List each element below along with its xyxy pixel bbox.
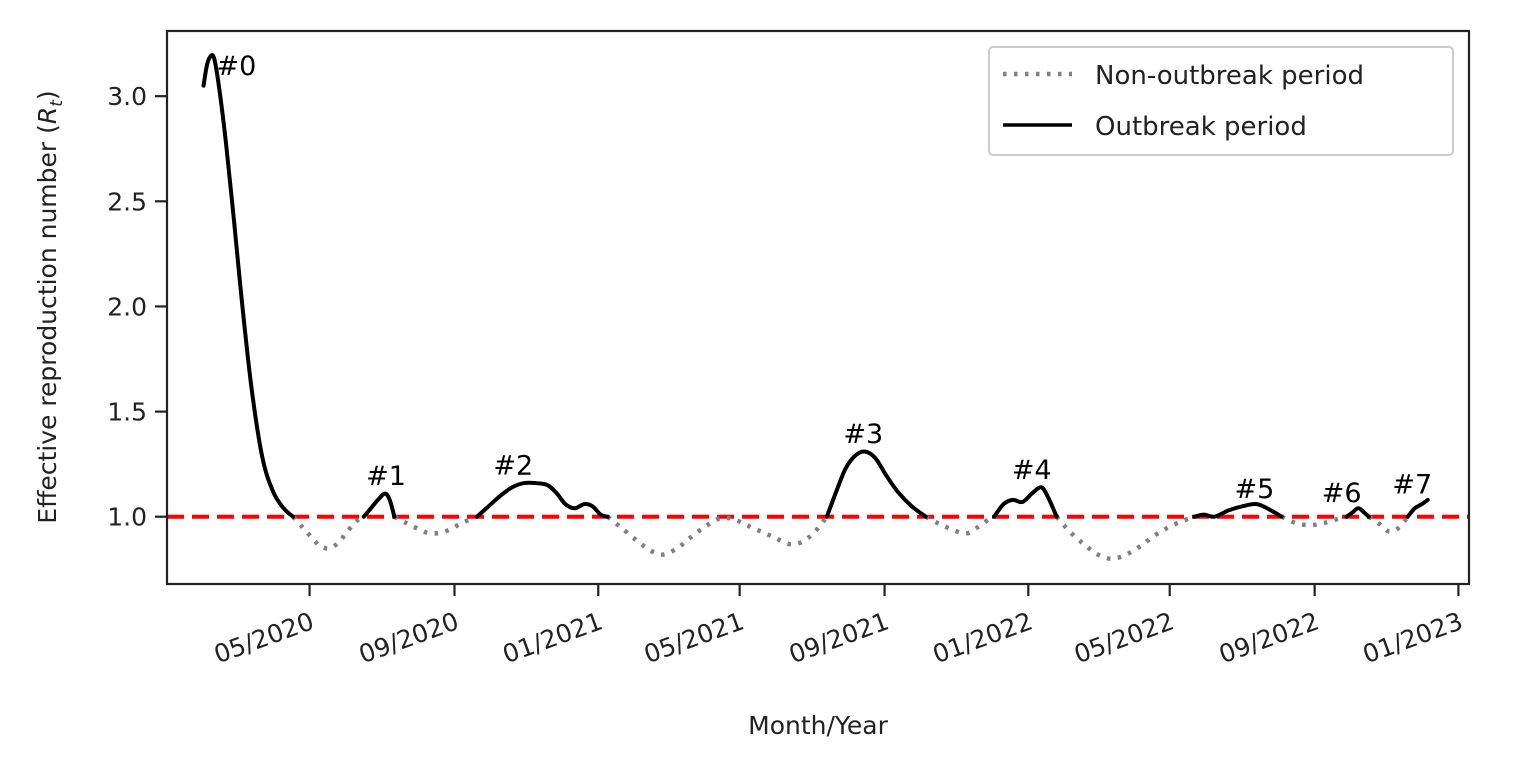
outbreak-period-segment-1 (361, 491, 397, 519)
non-outbreak-period-segment-1 (393, 514, 478, 536)
outbreak-period-segment-4 (992, 485, 1059, 519)
annotation-layer: #0 #1 #2 #3 #4 #5 #6 #7 (216, 51, 1432, 509)
outbreak-label-7: #7 (1392, 470, 1432, 501)
outbreak-period-segment-5 (1192, 501, 1284, 519)
x-tick-label-05-2022: 05/2022 (1070, 606, 1178, 669)
y-axis-label-symbol: R (33, 107, 62, 124)
x-tick-label-01-2023: 01/2023 (1359, 606, 1467, 669)
y-axis: 1.0 1.5 2.0 2.5 3.0 (107, 82, 167, 532)
non-outbreak-period-segment-3 (924, 514, 996, 536)
legend-label-non-outbreak: Non-outbreak period (1095, 61, 1364, 91)
series-non-outbreak-period (291, 514, 1410, 562)
non-outbreak-period-segment-5 (1280, 514, 1348, 528)
y-axis-label-subscript: t (47, 99, 67, 107)
outbreak-label-5: #5 (1235, 474, 1275, 505)
y-axis-label-main: Effective reproduction number ( (33, 124, 62, 524)
x-tick-label-05-2021: 05/2021 (640, 606, 748, 669)
x-axis: 05/2020 09/2020 01/2021 05/2021 09/2021 01/20… (210, 584, 1466, 669)
legend-box (988, 46, 1454, 156)
x-tick-label-01-2021: 01/2021 (499, 606, 607, 669)
x-tick-label-09-2022: 09/2022 (1215, 606, 1323, 669)
x-tick-label-09-2021: 09/2021 (785, 606, 893, 669)
outbreak-label-2: #2 (493, 451, 533, 482)
non-outbreak-period-segment-4 (1054, 514, 1196, 562)
outbreak-period-segment-3 (824, 449, 928, 519)
y-tick-label-1-5: 1.5 (107, 398, 147, 427)
outbreak-label-1: #1 (366, 461, 406, 492)
y-axis-label: Effective reproduction number (Rt) (33, 90, 67, 523)
outbreak-period-segment-0 (201, 53, 296, 519)
outbreak-label-4: #4 (1012, 455, 1052, 486)
outbreak-period-segment-2 (474, 480, 610, 519)
outbreak-period-segment-6 (1344, 506, 1371, 519)
series-layer (201, 53, 1430, 562)
outbreak-label-3: #3 (843, 419, 883, 450)
outbreak-label-0: #0 (216, 51, 256, 82)
y-tick-label-2-5: 2.5 (107, 187, 147, 216)
legend-label-outbreak: Outbreak period (1095, 112, 1307, 142)
x-tick-label-09-2020: 09/2020 (355, 606, 463, 669)
y-axis-label-close: ) (33, 90, 62, 100)
x-axis-label: Month/Year (748, 711, 888, 740)
x-tick-label-05-2020: 05/2020 (210, 606, 318, 669)
non-outbreak-period-segment-2 (606, 514, 829, 557)
x-tick-label-01-2022: 01/2022 (929, 606, 1037, 669)
legend: Non-outbreak period Outbreak period (988, 46, 1454, 156)
y-tick-label-2-0: 2.0 (107, 292, 147, 321)
non-outbreak-period-segment-6 (1367, 514, 1410, 534)
series-outbreak-period (201, 53, 1430, 519)
y-tick-label-1-0: 1.0 (107, 503, 147, 532)
outbreak-period-segment-7 (1405, 497, 1430, 519)
outbreak-label-6: #6 (1322, 478, 1362, 509)
y-tick-label-3-0: 3.0 (107, 82, 147, 111)
